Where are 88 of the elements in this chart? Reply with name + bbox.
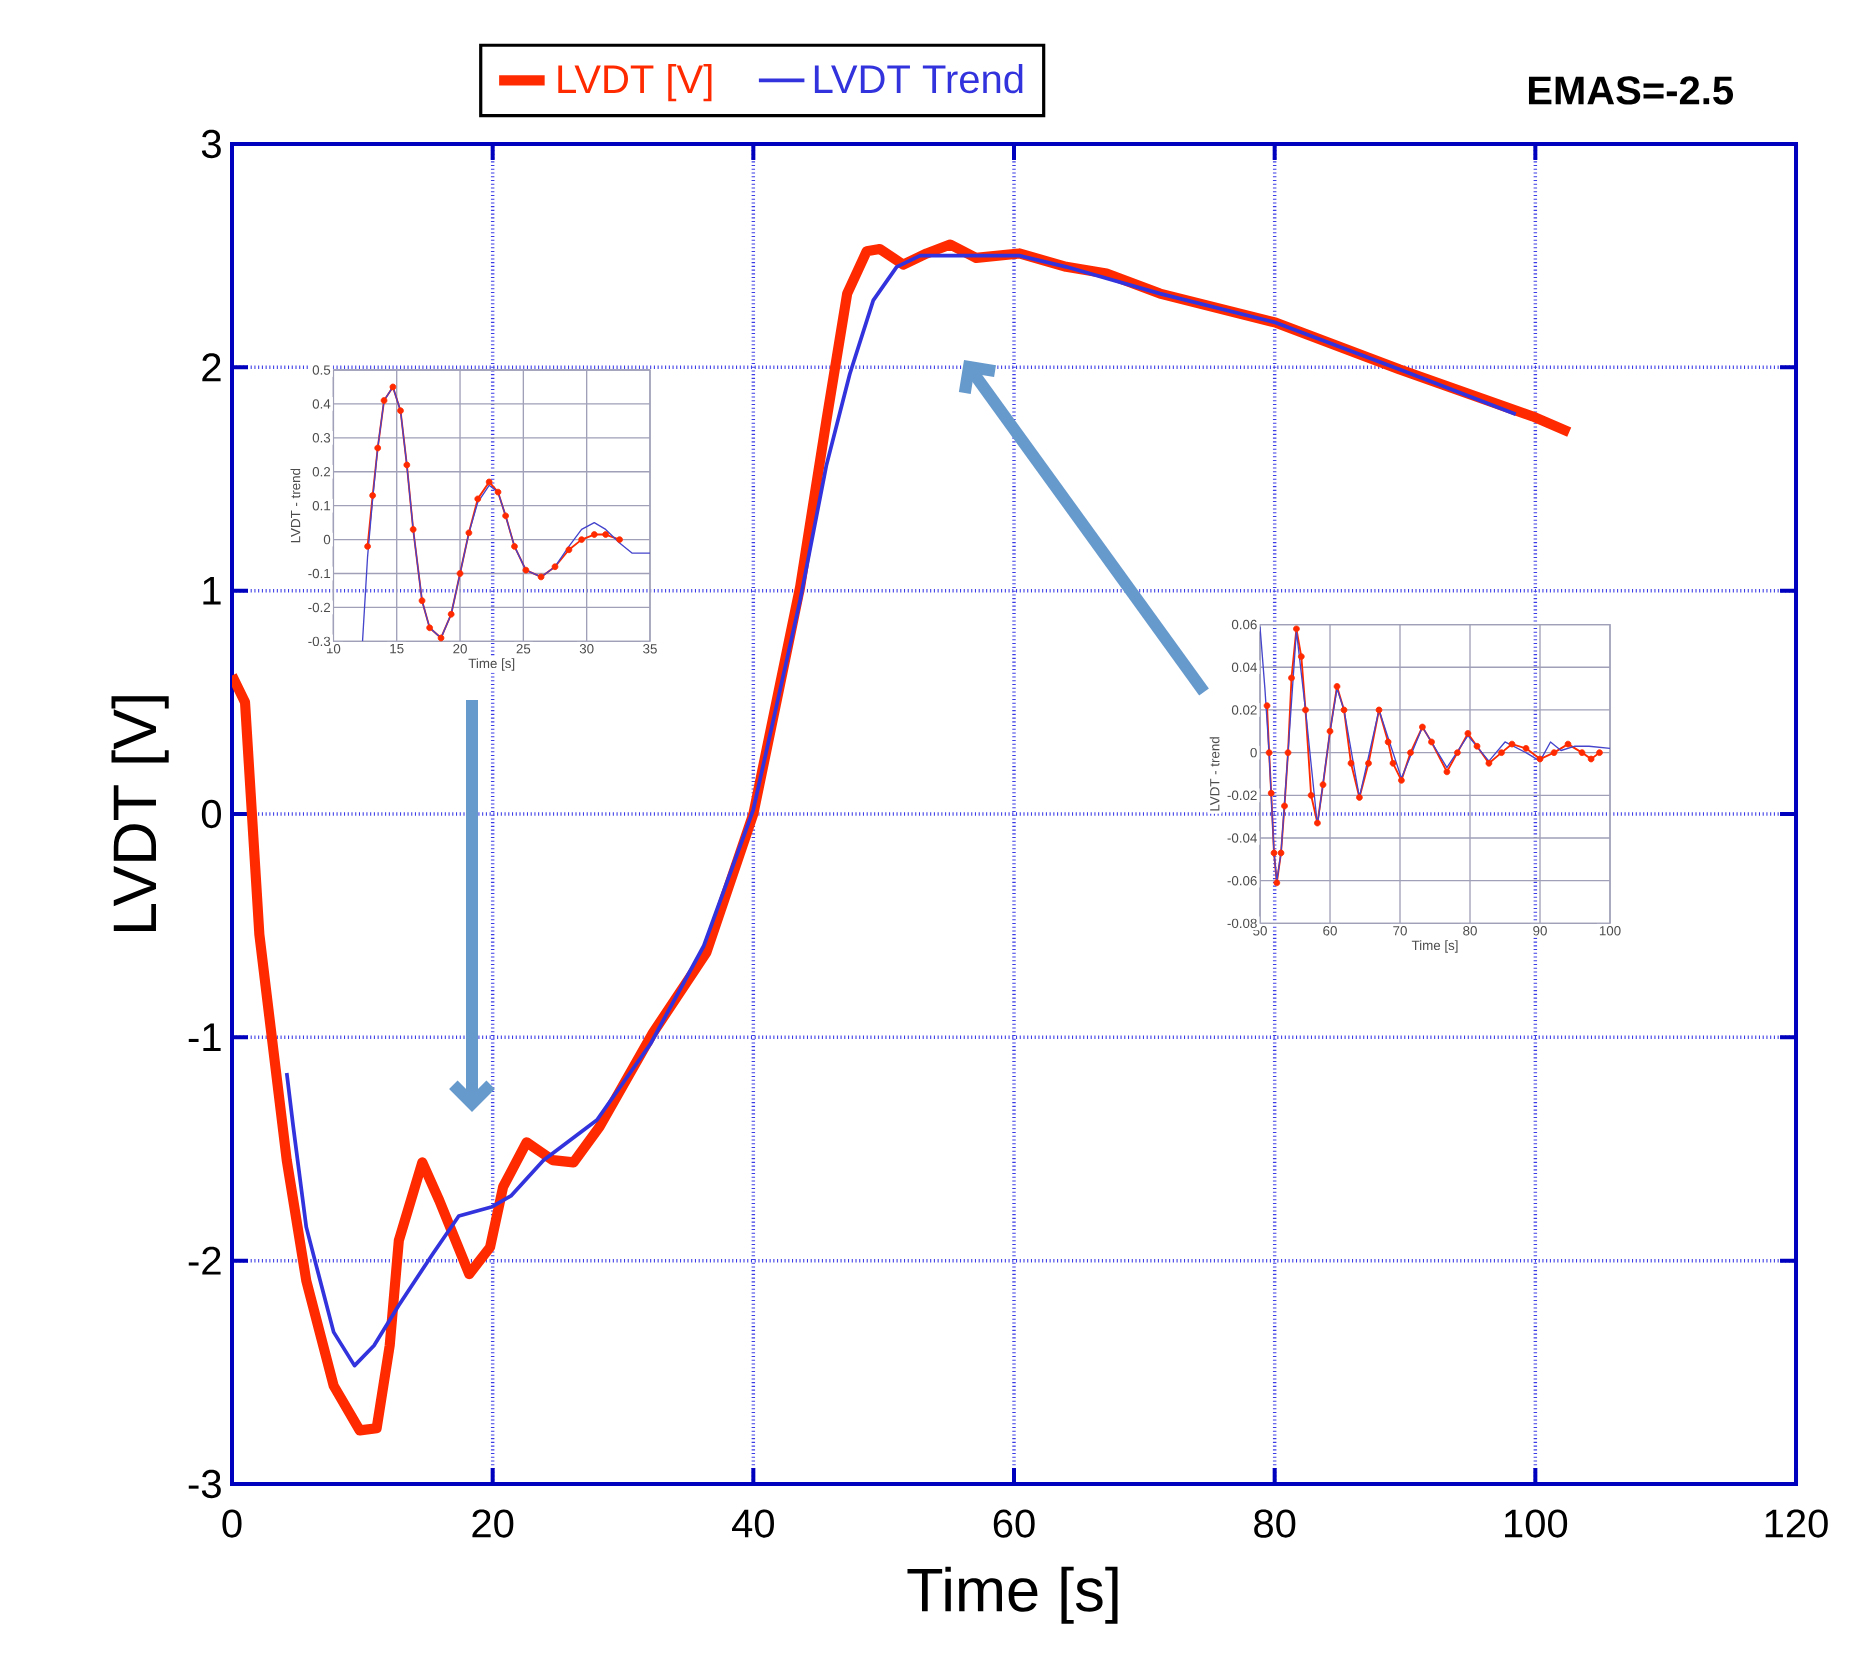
point — [1375, 706, 1383, 714]
point — [426, 624, 433, 632]
point — [1419, 723, 1426, 731]
point — [1273, 879, 1281, 887]
point — [551, 563, 559, 571]
point — [437, 634, 445, 642]
point — [590, 531, 598, 538]
point — [1464, 730, 1472, 737]
point — [1293, 625, 1300, 633]
point — [1326, 727, 1334, 735]
point — [389, 383, 397, 391]
point — [616, 536, 623, 543]
point — [1578, 749, 1586, 756]
y-tick-label: -1 — [188, 1023, 221, 1052]
point — [1485, 759, 1493, 767]
point — [474, 495, 482, 503]
x-tick-label: 0 — [222, 1509, 242, 1538]
point — [1454, 749, 1461, 756]
point — [1302, 706, 1309, 714]
point — [1398, 777, 1405, 784]
point — [485, 478, 493, 486]
x-axis-title: Time [s] — [907, 1566, 1118, 1624]
x-tick-label: 80 — [1254, 1509, 1296, 1538]
point — [1522, 745, 1530, 752]
point — [1389, 759, 1397, 767]
point — [1281, 802, 1288, 810]
point — [397, 407, 404, 415]
point — [1564, 740, 1572, 748]
y-tick-label: 1 — [203, 576, 221, 605]
point — [1263, 702, 1271, 710]
point — [418, 597, 426, 605]
point — [537, 573, 545, 581]
point — [494, 488, 502, 496]
y-tick-label: 3 — [201, 129, 221, 159]
point — [1277, 849, 1285, 857]
point — [565, 546, 573, 554]
point — [403, 461, 411, 469]
point — [1596, 749, 1603, 756]
point — [502, 512, 509, 520]
point — [1265, 749, 1273, 756]
point — [1297, 653, 1305, 660]
point — [456, 570, 464, 577]
point — [1443, 768, 1451, 776]
y-tick-label: 2 — [202, 353, 221, 382]
point — [409, 526, 417, 533]
point — [1587, 755, 1595, 763]
point — [1319, 781, 1327, 788]
point — [1384, 738, 1392, 746]
point — [1473, 742, 1481, 750]
x-tick-label: 20 — [472, 1509, 514, 1538]
point — [1498, 749, 1505, 756]
point — [578, 536, 585, 543]
point — [1550, 749, 1558, 756]
point — [1407, 749, 1414, 756]
y-tick-label: 0 — [201, 799, 221, 829]
point — [1508, 740, 1516, 748]
x-tick-label: 60 — [993, 1509, 1035, 1538]
text: EMAS=-2.5 — [1528, 76, 1734, 105]
point — [1340, 706, 1348, 714]
point — [380, 397, 388, 404]
point — [1288, 674, 1295, 682]
point — [1314, 819, 1321, 827]
point — [1284, 749, 1292, 756]
point — [1356, 794, 1363, 801]
point — [1347, 759, 1355, 767]
legend-label: LVDT [V] — [558, 63, 712, 102]
point — [374, 444, 382, 452]
point — [447, 610, 455, 618]
point — [602, 531, 609, 538]
x-tick-label: 40 — [732, 1509, 774, 1538]
legend-label: LVDT Trend — [814, 63, 1023, 94]
point — [465, 529, 473, 537]
x-tick-label: 100 — [1505, 1509, 1568, 1538]
point — [369, 492, 376, 499]
point — [1270, 849, 1278, 857]
point — [1333, 683, 1341, 690]
point — [511, 543, 518, 550]
point — [1428, 738, 1435, 746]
y-tick-label: -3 — [188, 1469, 221, 1499]
y-axis-title: LVDT [V] — [111, 696, 169, 932]
point — [1267, 789, 1275, 797]
point — [522, 566, 530, 574]
point — [1365, 759, 1372, 767]
point — [1536, 755, 1544, 763]
y-tick-label: -2 — [188, 1246, 221, 1275]
point — [1307, 791, 1315, 799]
x-tick-label: 120 — [1765, 1509, 1828, 1538]
point — [364, 543, 371, 550]
